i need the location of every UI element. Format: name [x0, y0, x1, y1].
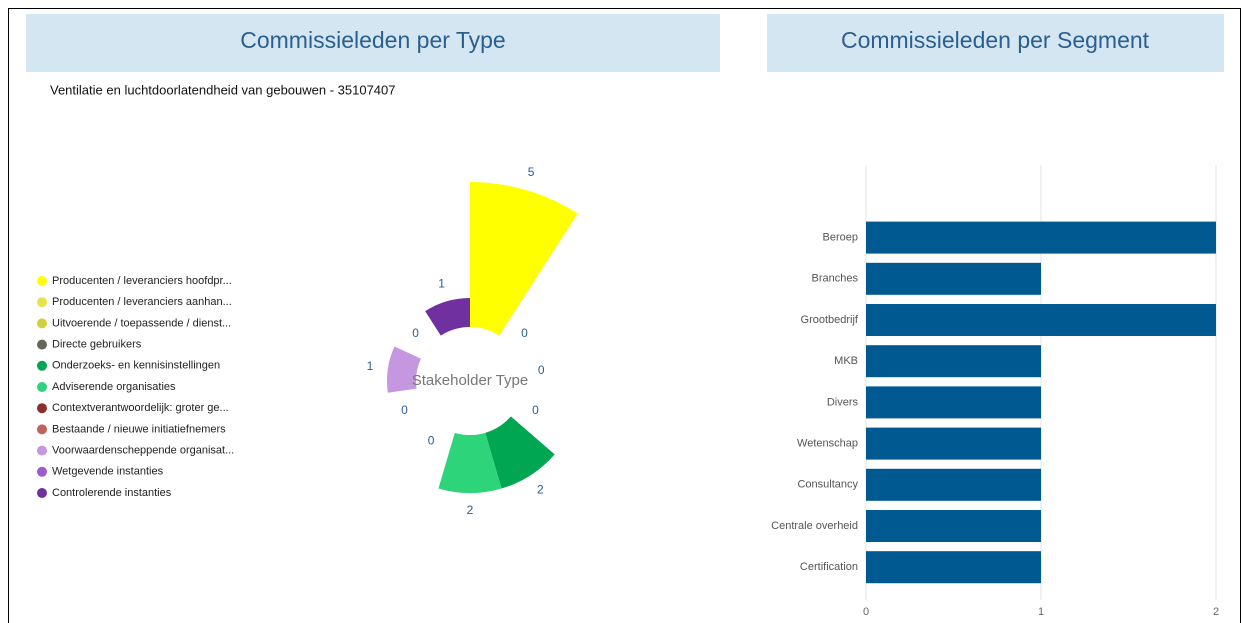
bar: [866, 345, 1041, 378]
legend-marker: [37, 339, 47, 350]
chart-title: Commissieleden per Type: [240, 27, 505, 53]
legend-label: Controlerende instanties: [52, 487, 172, 499]
legend-marker: [37, 403, 47, 414]
bar: [866, 221, 1216, 254]
y-tick-label: Branches: [812, 273, 859, 285]
data-label: 0: [428, 434, 435, 448]
data-label: 0: [532, 403, 539, 417]
data-label: 0: [412, 326, 419, 340]
bar: [866, 468, 1041, 501]
legend-label: Onderzoeks- en kennisinstellingen: [52, 360, 220, 372]
legend-label: Producenten / leveranciers hoofdpr...: [52, 275, 232, 287]
y-tick-label: Certification: [800, 561, 858, 573]
sector: [438, 432, 502, 493]
x-tick-label: 1: [1038, 606, 1044, 618]
legend-label: Producenten / leveranciers aanhan...: [52, 296, 232, 308]
center-label: Stakeholder Type: [412, 372, 528, 389]
legend-marker: [37, 360, 47, 371]
x-tick-label: 2: [1213, 606, 1219, 618]
bar: [866, 427, 1041, 460]
data-label: 2: [467, 503, 474, 517]
x-tick-label: 0: [863, 606, 869, 618]
legend-label: Voorwaardenscheppende organisat...: [52, 445, 234, 457]
legend-marker: [37, 424, 47, 435]
bar: [866, 510, 1041, 542]
chart-subtitle: Ventilatie en luchtdoorlatendheid van ge…: [50, 82, 396, 97]
y-tick-label: Centrale overheid: [771, 520, 858, 532]
legend-marker: [37, 488, 47, 498]
chart-title: Commissieleden per Segment: [841, 27, 1150, 53]
y-tick-label: MKB: [834, 355, 858, 367]
data-label: 1: [438, 276, 445, 290]
y-tick-label: Divers: [827, 396, 859, 408]
sector: [387, 346, 421, 393]
legend-label: Directe gebruikers: [52, 339, 142, 351]
data-label: 0: [538, 363, 545, 377]
legend-marker: [37, 276, 47, 286]
y-tick-label: Wetenschap: [797, 438, 858, 450]
y-tick-label: Consultancy: [797, 479, 858, 491]
y-tick-label: Beroep: [823, 232, 858, 244]
legend-marker: [37, 466, 47, 477]
frame: [8, 8, 1241, 623]
bar: [866, 386, 1041, 419]
panel-header: [767, 14, 1224, 72]
panel-header: [26, 14, 720, 72]
bar: [866, 304, 1216, 336]
legend-marker: [37, 445, 47, 456]
data-label: 0: [521, 326, 528, 340]
sector: [470, 182, 578, 336]
sector: [485, 416, 555, 489]
legend-label: Uitvoerende / toepassende / dienst...: [52, 317, 231, 329]
data-label: 0: [401, 403, 408, 417]
bar: [866, 262, 1041, 295]
sector: [425, 298, 470, 336]
legend-marker: [37, 318, 47, 329]
legend-marker: [37, 297, 47, 308]
legend-label: Wetgevende instanties: [52, 466, 164, 478]
bar: [866, 551, 1041, 584]
y-tick-label: Grootbedrijf: [801, 314, 859, 326]
legend-label: Bestaande / nieuwe initiatiefnemers: [52, 423, 226, 435]
legend-label: Contextverantwoordelijk: groter ge...: [52, 402, 229, 414]
legend-marker: [37, 382, 47, 392]
data-label: 1: [367, 359, 374, 373]
data-label: 2: [537, 483, 544, 497]
data-label: 5: [528, 165, 535, 179]
legend-label: Adviserende organisaties: [52, 381, 176, 393]
